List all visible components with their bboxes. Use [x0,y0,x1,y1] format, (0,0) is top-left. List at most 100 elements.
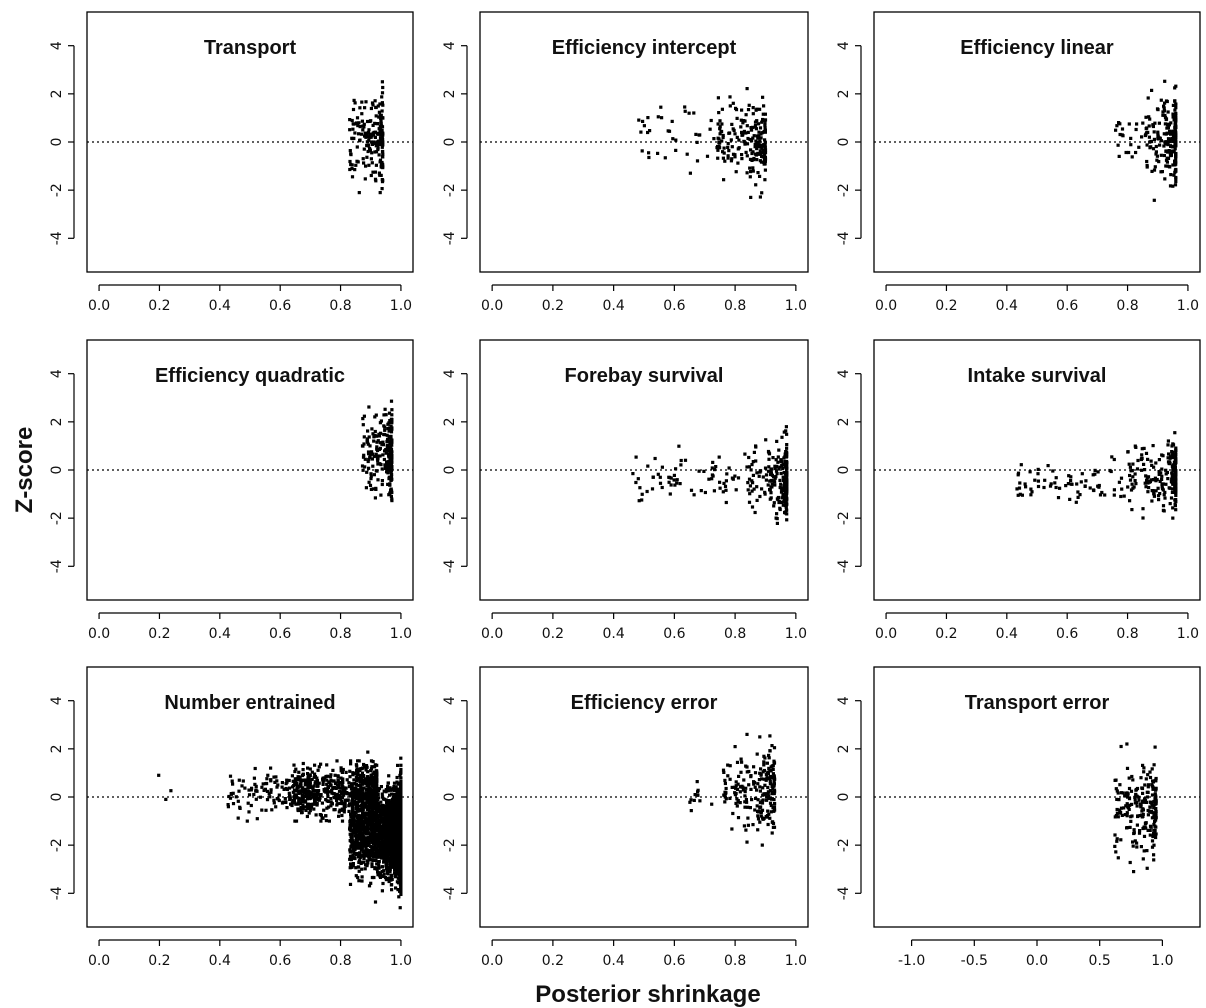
data-point [394,795,398,799]
data-point [1168,462,1172,466]
data-point [1173,168,1177,172]
data-point [1165,131,1169,135]
x-tick-label: 0.2 [148,953,170,969]
data-point [1168,129,1172,133]
data-point [365,131,369,135]
data-point [754,183,758,187]
data-point [1084,479,1088,483]
data-point [785,443,789,447]
data-point [379,800,383,804]
data-point [1158,492,1162,496]
data-point [729,138,733,142]
data-point [390,827,394,832]
data-point [1147,135,1151,139]
data-point [374,825,378,829]
data-point [375,832,379,836]
data-point [749,468,753,472]
data-point [745,465,749,469]
data-point [377,815,381,819]
data-point [389,430,394,434]
data-point [675,481,679,485]
data-point [683,458,688,462]
data-point [1134,482,1138,486]
data-point [1164,482,1168,486]
data-point [761,160,766,164]
data-point [348,866,352,870]
data-point [722,146,726,150]
data-point [1157,498,1161,502]
data-point [399,781,403,785]
data-point [1169,144,1173,148]
data-point [1168,502,1172,506]
data-point [638,486,642,490]
data-point [1083,484,1087,488]
data-point [361,128,365,132]
data-point [377,115,381,119]
data-point [1130,155,1134,159]
data-point [758,494,762,499]
data-point [1162,104,1166,108]
data-point [1171,506,1175,510]
data-point [348,128,352,132]
data-point [350,166,354,171]
data-point [785,518,789,522]
data-point [369,477,373,481]
data-point [1016,471,1021,475]
data-point [1143,133,1147,138]
data-point [669,483,673,487]
data-point [1171,453,1175,457]
data-point [1169,496,1174,500]
data-point [357,191,361,195]
data-point [656,472,660,476]
data-point [1015,487,1019,491]
data-point [380,813,385,817]
data-point [369,135,373,139]
data-point [1154,489,1158,493]
data-point [1093,472,1097,476]
data-point [721,490,725,494]
data-point [744,113,748,117]
data-point [785,446,789,450]
data-point [785,432,789,436]
data-point [377,447,382,451]
data-point [398,868,402,872]
data-point [755,498,759,502]
data-point [763,490,767,494]
data-point [376,142,380,147]
data-point [383,466,387,470]
data-point [1152,168,1157,172]
data-point [769,491,773,495]
y-tick-label: -4 [836,231,852,245]
data-point [384,809,389,813]
data-point [763,492,767,496]
data-point [712,137,716,141]
data-point [717,111,721,115]
data-point [376,789,381,793]
data-point [369,119,373,123]
y-tick-label: -2 [836,183,852,197]
data-point [382,869,386,873]
data-point [1156,132,1160,136]
y-tick-label: 0 [442,466,458,475]
data-point [784,450,788,454]
data-point [394,857,398,861]
data-point [1145,126,1149,130]
y-tick-label: -2 [836,511,852,525]
data-point [381,850,385,854]
data-point [750,505,755,509]
data-point [1148,140,1152,144]
data-point [716,156,720,160]
data-point [381,178,385,182]
data-point [381,795,385,799]
data-point [381,845,385,849]
data-point [683,109,687,113]
data-point [770,467,774,471]
data-point [1127,150,1131,155]
data-point [384,448,388,452]
data-point [372,473,376,477]
data-point [387,477,391,481]
data-point [1116,143,1120,147]
data-point [678,482,682,486]
data-point [399,787,403,791]
panel-title: Efficiency intercept [552,37,737,59]
